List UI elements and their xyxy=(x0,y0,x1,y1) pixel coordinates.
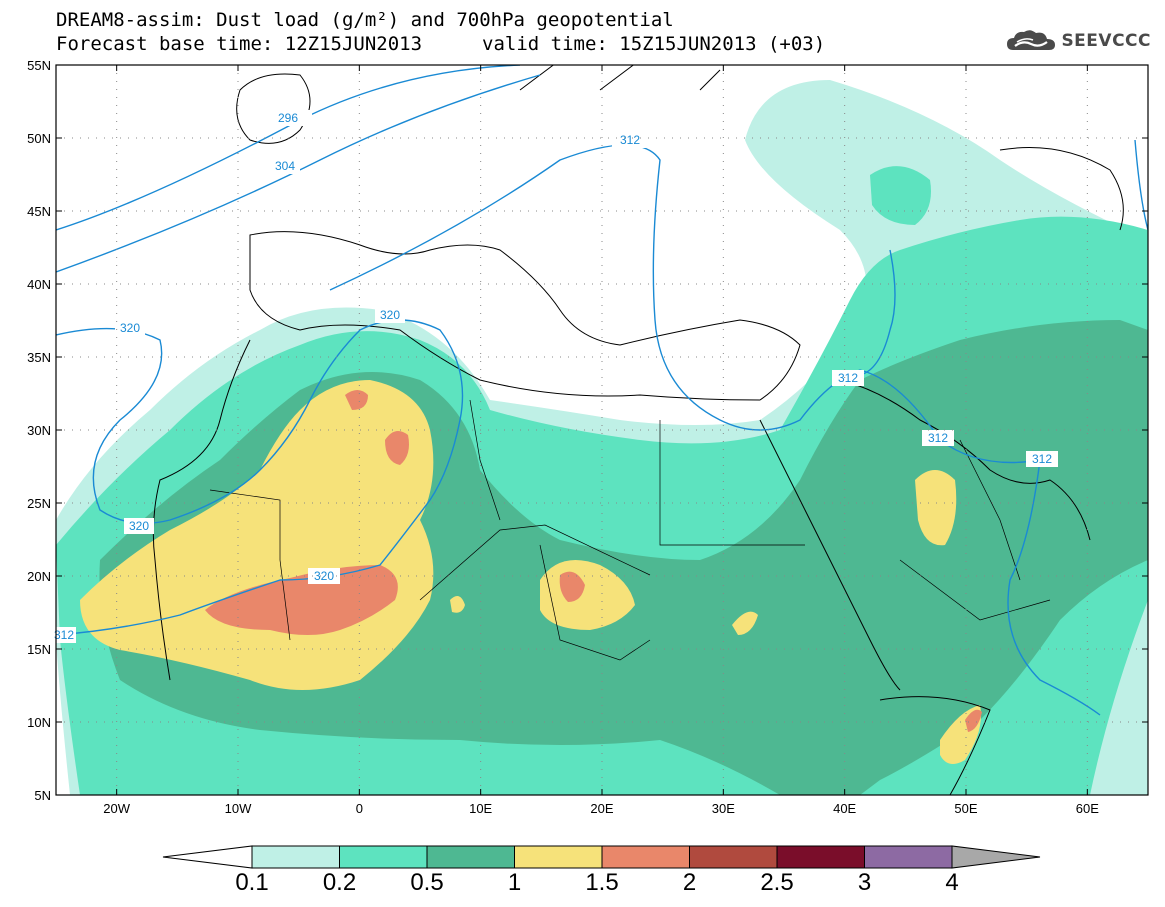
colorbar-segment xyxy=(426,845,515,869)
contour-296 xyxy=(56,65,521,231)
dust-level-1.5-c xyxy=(345,390,368,410)
contour-312-c xyxy=(1134,139,1148,231)
contour-320 xyxy=(56,319,464,636)
colorbar-under-arrow xyxy=(162,845,253,869)
contour-label: 320 xyxy=(129,519,149,533)
cloud-logo-icon xyxy=(1007,30,1056,50)
logo-text: SEEVCCC xyxy=(1061,31,1151,51)
contour-label: 320 xyxy=(314,569,334,583)
contour-label: 312 xyxy=(838,371,858,385)
lon-label: 0 xyxy=(356,801,363,816)
dust-level-1-small2 xyxy=(732,611,758,635)
axis-ticks xyxy=(56,64,1148,796)
dust-level-1-arabia xyxy=(915,470,957,546)
lon-label: 30E xyxy=(712,801,735,816)
coastlines xyxy=(152,65,1124,795)
lat-label: 20N xyxy=(27,569,51,584)
contour-label: 304 xyxy=(275,159,295,173)
lat-label: 10N xyxy=(27,715,51,730)
dust-level-1-small xyxy=(450,596,465,613)
colorbar-over-arrow xyxy=(951,845,1041,869)
dust-level-1.5-b xyxy=(385,431,409,465)
colorbar-segment xyxy=(864,845,953,869)
colorbar-tick-label: 0.1 xyxy=(235,869,268,896)
lat-label: 5N xyxy=(34,788,51,803)
lon-label: 10W xyxy=(225,801,252,816)
colorbar-segment xyxy=(601,845,690,869)
lon-label: 60E xyxy=(1076,801,1099,816)
contour-label: 312 xyxy=(620,133,640,147)
lon-label: 10E xyxy=(469,801,492,816)
colorbar-tick-label: 1 xyxy=(508,869,521,896)
contour-label: 320 xyxy=(120,321,140,335)
longitude-labels: 20W 10W 0 10E 20E 30E 40E 50E 60E xyxy=(103,801,1099,816)
lat-label: 55N xyxy=(27,58,51,73)
contour-label: 312 xyxy=(1032,452,1052,466)
lon-label: 40E xyxy=(833,801,856,816)
colorbar-segment xyxy=(689,845,778,869)
colorbar-tick-label: 3 xyxy=(858,869,871,896)
colorbar-tick-label: 2 xyxy=(683,869,696,896)
contour-304 xyxy=(56,74,541,273)
lon-label: 20E xyxy=(590,801,613,816)
dust-field xyxy=(56,80,1148,795)
contour-labels: 296 304 312 320 320 320 320 312 312 312 … xyxy=(54,110,1058,643)
colorbar-tick-label: 1.5 xyxy=(585,869,618,896)
contour-label: 320 xyxy=(380,308,400,322)
colorbar-segment xyxy=(339,845,428,869)
contour-312-b xyxy=(859,249,896,376)
lat-label: 45N xyxy=(27,204,51,219)
dust-level-1.5 xyxy=(205,565,398,635)
dust-level-1.5-d xyxy=(559,571,585,602)
colorbar-segment xyxy=(776,845,865,869)
dust-level-1.5-e xyxy=(965,709,982,732)
latitude-labels: 55N 50N 45N 40N 35N 30N 25N 20N 15N 10N 5N xyxy=(27,58,51,803)
lat-label: 40N xyxy=(27,277,51,292)
contour-label: 312 xyxy=(928,431,948,445)
lat-label: 50N xyxy=(27,131,51,146)
lon-label: 20W xyxy=(103,801,130,816)
lat-label: 25N xyxy=(27,496,51,511)
graticule xyxy=(56,65,1148,795)
lon-label: 50E xyxy=(954,801,977,816)
valid-time: valid time: 15Z15JUN2013 (+03) xyxy=(482,33,826,55)
country-borders xyxy=(209,399,1051,661)
lat-label: 35N xyxy=(27,350,51,365)
contour-label: 296 xyxy=(278,111,298,125)
colorbar-segment xyxy=(514,845,603,869)
lat-label: 15N xyxy=(27,642,51,657)
forecast-base-time: Forecast base time: 12Z15JUN2013 xyxy=(56,33,423,55)
colorbar-tick-label: 0.5 xyxy=(410,869,443,896)
colorbar-segment xyxy=(251,845,340,869)
seevccc-logo: SEEVCCC xyxy=(1005,26,1151,56)
dust-level-0.2-north xyxy=(870,166,931,225)
colorbar-tick-label: 2.5 xyxy=(760,869,793,896)
colorbar xyxy=(162,845,1041,869)
colorbar-labels: 0.1 0.2 0.5 1 1.5 2 2.5 3 4 xyxy=(235,869,958,896)
colorbar-tick-label: 0.2 xyxy=(323,869,356,896)
contour-label: 312 xyxy=(54,628,74,642)
colorbar-tick-label: 4 xyxy=(945,869,958,896)
lat-label: 30N xyxy=(27,423,51,438)
map-title: DREAM8-assim: Dust load (g/m²) and 700hP… xyxy=(56,9,674,31)
